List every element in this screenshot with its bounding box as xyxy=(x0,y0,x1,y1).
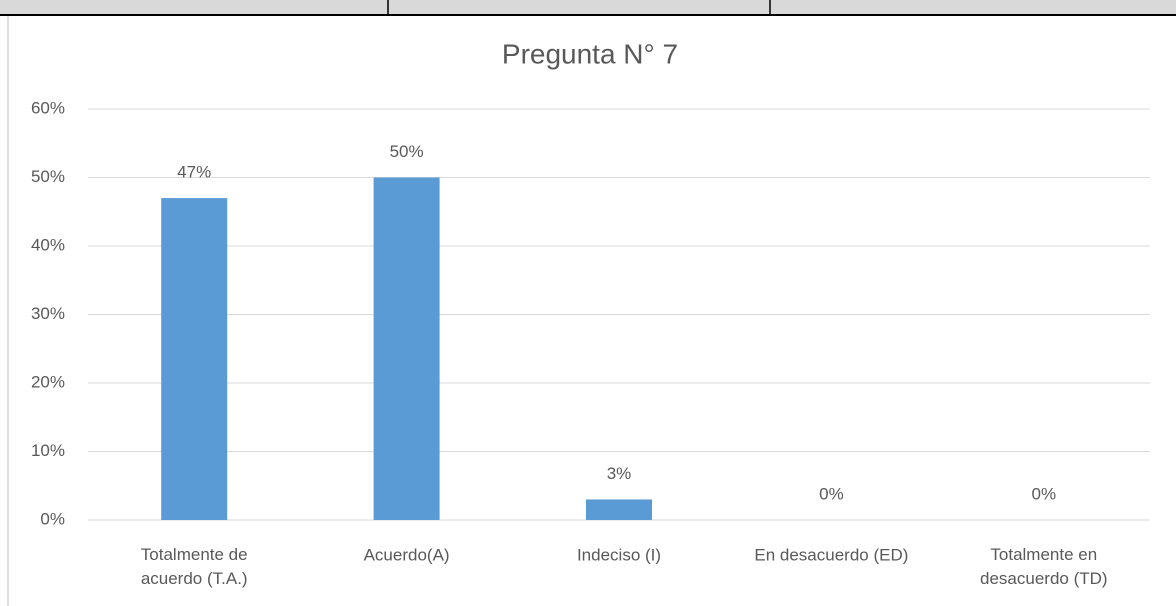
y-tick-label: 30% xyxy=(31,304,65,323)
x-tick-label: Totalmente en desacuerdo (TD) xyxy=(980,545,1108,588)
x-tick-label: En desacuerdo (ED) xyxy=(754,545,908,564)
table-row xyxy=(0,0,1176,15)
y-tick-label: 60% xyxy=(31,98,65,117)
x-tick-label: Indeciso (I) xyxy=(577,545,661,564)
x-tick-label: Totalmente de acuerdo (T.A.) xyxy=(141,545,248,588)
data-label: 50% xyxy=(390,142,424,161)
y-tick-label: 40% xyxy=(31,235,65,254)
y-tick-label: 20% xyxy=(31,372,65,391)
y-tick-label: 10% xyxy=(31,441,65,460)
data-label: 3% xyxy=(607,464,632,483)
bar xyxy=(161,198,228,521)
data-label: 0% xyxy=(819,484,844,503)
data-label: 47% xyxy=(177,163,211,182)
data-label: 0% xyxy=(1032,484,1057,503)
y-tick-label: 0% xyxy=(40,509,65,528)
y-tick-label: 50% xyxy=(31,167,65,186)
chart-title: Pregunta N° 7 xyxy=(502,38,678,69)
bar xyxy=(586,499,652,520)
x-tick-label: Acuerdo(A) xyxy=(364,545,450,564)
bar xyxy=(373,177,440,520)
